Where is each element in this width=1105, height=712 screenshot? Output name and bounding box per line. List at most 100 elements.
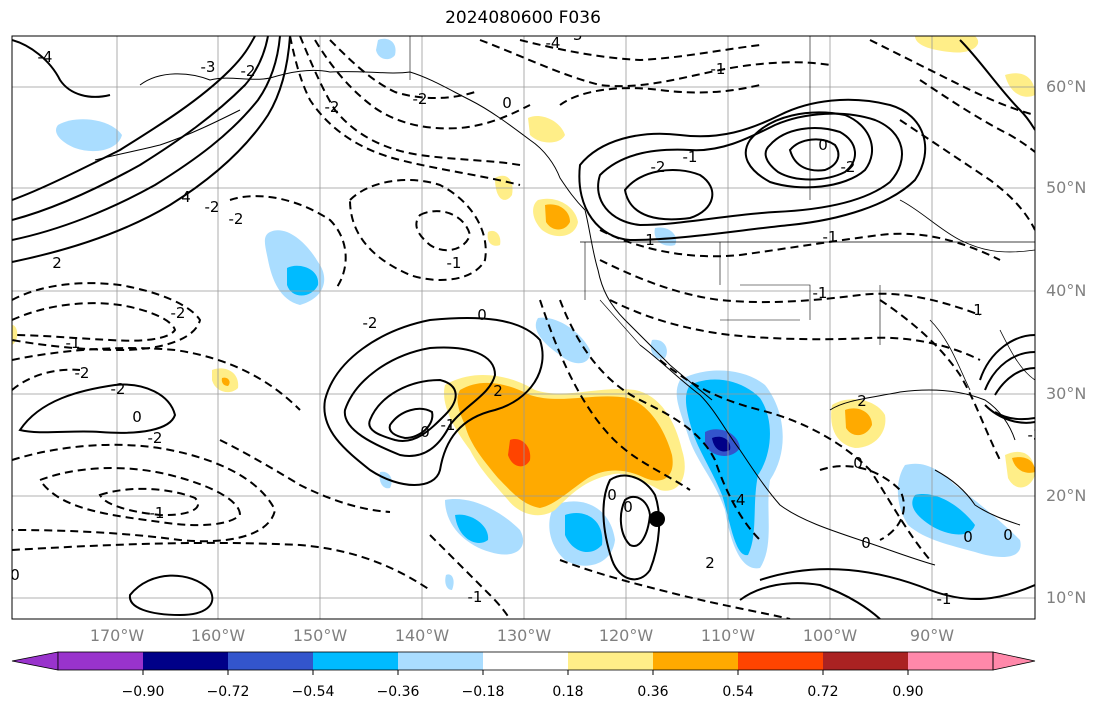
- contour-label: 2: [705, 554, 715, 572]
- contour-label: -2: [841, 158, 856, 176]
- contour-label: 4: [181, 188, 191, 206]
- positive-shade-region: [487, 230, 501, 246]
- colorbar-bin: [58, 652, 143, 670]
- contour-label: -1: [813, 284, 828, 302]
- shaded-fields: [12, 36, 1035, 590]
- positive-contours: [12, 36, 1035, 619]
- negative-shade-region: [712, 436, 731, 452]
- lon-label: 160°W: [190, 626, 246, 645]
- contour-label: 0: [132, 408, 142, 426]
- lon-label: 90°W: [909, 626, 955, 645]
- contour-label: -1: [937, 590, 952, 608]
- colorbar-tick-label: −0.54: [291, 684, 335, 700]
- lat-label: 50°N: [1046, 178, 1087, 197]
- positive-shade-region: [221, 377, 230, 386]
- contour-labels: -4 -4 -3 -2 -2 -2 -1 0 4 -2 2 -2 -1 -2 -1 -2 -2 0 -2 -1 1 0 -1…: [12, 34, 1035, 608]
- colorbar-tick-label: 0.36: [637, 684, 669, 700]
- lon-label: 130°W: [496, 626, 552, 645]
- negative-shade-region: [650, 339, 667, 359]
- colorbar: [11, 651, 1036, 675]
- contour-label: 0: [818, 136, 828, 154]
- colorbar-tick-label: 0.54: [722, 684, 754, 700]
- colorbar-frame: [57, 651, 994, 671]
- contour-label: -2: [229, 210, 244, 228]
- contour-label: -1: [441, 416, 456, 434]
- negative-shade-region: [654, 227, 677, 246]
- colorbar-tick-label: 0.72: [807, 684, 839, 700]
- contour-label: 0: [861, 534, 871, 552]
- contour-label: -4: [731, 491, 746, 509]
- positive-shade-region: [528, 115, 565, 143]
- negative-shade-region: [55, 119, 122, 152]
- storm-position-marker: [649, 511, 665, 527]
- lon-label: 140°W: [394, 626, 450, 645]
- lat-label: 30°N: [1046, 384, 1087, 403]
- contour-label: -4: [38, 48, 53, 66]
- colorbar-extend-low: [11, 651, 59, 671]
- contour-label: -1: [66, 334, 81, 352]
- colorbar-bin: [738, 652, 823, 670]
- contour-label: 1: [645, 231, 655, 249]
- contour-label: 0: [420, 423, 430, 441]
- contour-label: 1: [973, 301, 983, 319]
- colorbar-tick-label: −0.90: [121, 684, 165, 700]
- negative-shade-region: [565, 513, 603, 553]
- contour-label: -2: [325, 98, 340, 116]
- contour-label: -2: [241, 62, 256, 80]
- positive-shade-region: [457, 382, 673, 508]
- contour-label: -3: [201, 58, 216, 76]
- map-content: -4 -4 -3 -2 -2 -2 -1 0 4 -2 2 -2 -1 -2 -1 -2 -2 0 -2 -1 1 0 -1…: [12, 34, 1035, 619]
- contour-label: 0: [502, 94, 512, 112]
- negative-shade-region: [376, 38, 396, 60]
- lat-label: 40°N: [1046, 281, 1087, 300]
- contour-label: -2: [205, 198, 220, 216]
- colorbar-ticks: [142, 670, 909, 675]
- positive-shade-region: [845, 408, 872, 436]
- colorbar-bin: [568, 652, 653, 670]
- map-frame: [11, 35, 1036, 620]
- colorbar-extend-high: [992, 651, 1036, 671]
- colorbar-tick-label: −0.72: [206, 684, 250, 700]
- colorbar-tick-label: −0.18: [461, 684, 505, 700]
- contour-label: 0: [607, 486, 617, 504]
- contour-label: -4: [546, 34, 561, 52]
- negative-shade-region: [287, 265, 319, 296]
- contour-label: -2: [651, 158, 666, 176]
- negative-contours: [12, 36, 1035, 619]
- contour-label: -2: [75, 364, 90, 382]
- colorbar-tick-label: 0.18: [552, 684, 584, 700]
- contour-label: 2: [52, 254, 62, 272]
- positive-shade-region: [545, 204, 570, 230]
- negative-shade-region: [912, 494, 975, 535]
- colorbar-bin: [823, 652, 908, 670]
- contour-label: 0: [623, 498, 633, 516]
- positive-shade-region: [12, 325, 18, 345]
- lon-label: 110°W: [700, 626, 756, 645]
- lon-label: 170°W: [89, 626, 145, 645]
- colorbar-bin: [653, 652, 738, 670]
- contour-label: -1: [683, 148, 698, 166]
- contour-label: -2: [148, 429, 163, 447]
- contour-label: -2: [413, 90, 428, 108]
- colorbar-bin: [313, 652, 398, 670]
- positive-shade-region: [508, 439, 531, 467]
- contour-label: -2: [363, 314, 378, 332]
- colorbar-bin: [908, 652, 993, 670]
- lat-label: 60°N: [1046, 77, 1087, 96]
- colorbar-bin: [398, 652, 483, 670]
- map-title: 2024080600 F036: [445, 8, 601, 28]
- positive-shade-region: [1012, 457, 1035, 473]
- negative-shade-region: [535, 317, 591, 364]
- lon-label: 120°W: [598, 626, 654, 645]
- contour-label: -1: [150, 504, 165, 522]
- contour-label: -1: [447, 254, 462, 272]
- contour-label: 0: [477, 306, 487, 324]
- lat-label: 10°N: [1046, 588, 1087, 607]
- negative-shade-region: [455, 514, 489, 543]
- contour-label: -2: [111, 380, 126, 398]
- colorbar-bin: [143, 652, 228, 670]
- colorbar-tick-label: 0.90: [892, 684, 924, 700]
- colorbar-tick-label: −0.36: [376, 684, 420, 700]
- contour-label: 0: [1003, 526, 1013, 544]
- contour-label: -1: [823, 228, 838, 246]
